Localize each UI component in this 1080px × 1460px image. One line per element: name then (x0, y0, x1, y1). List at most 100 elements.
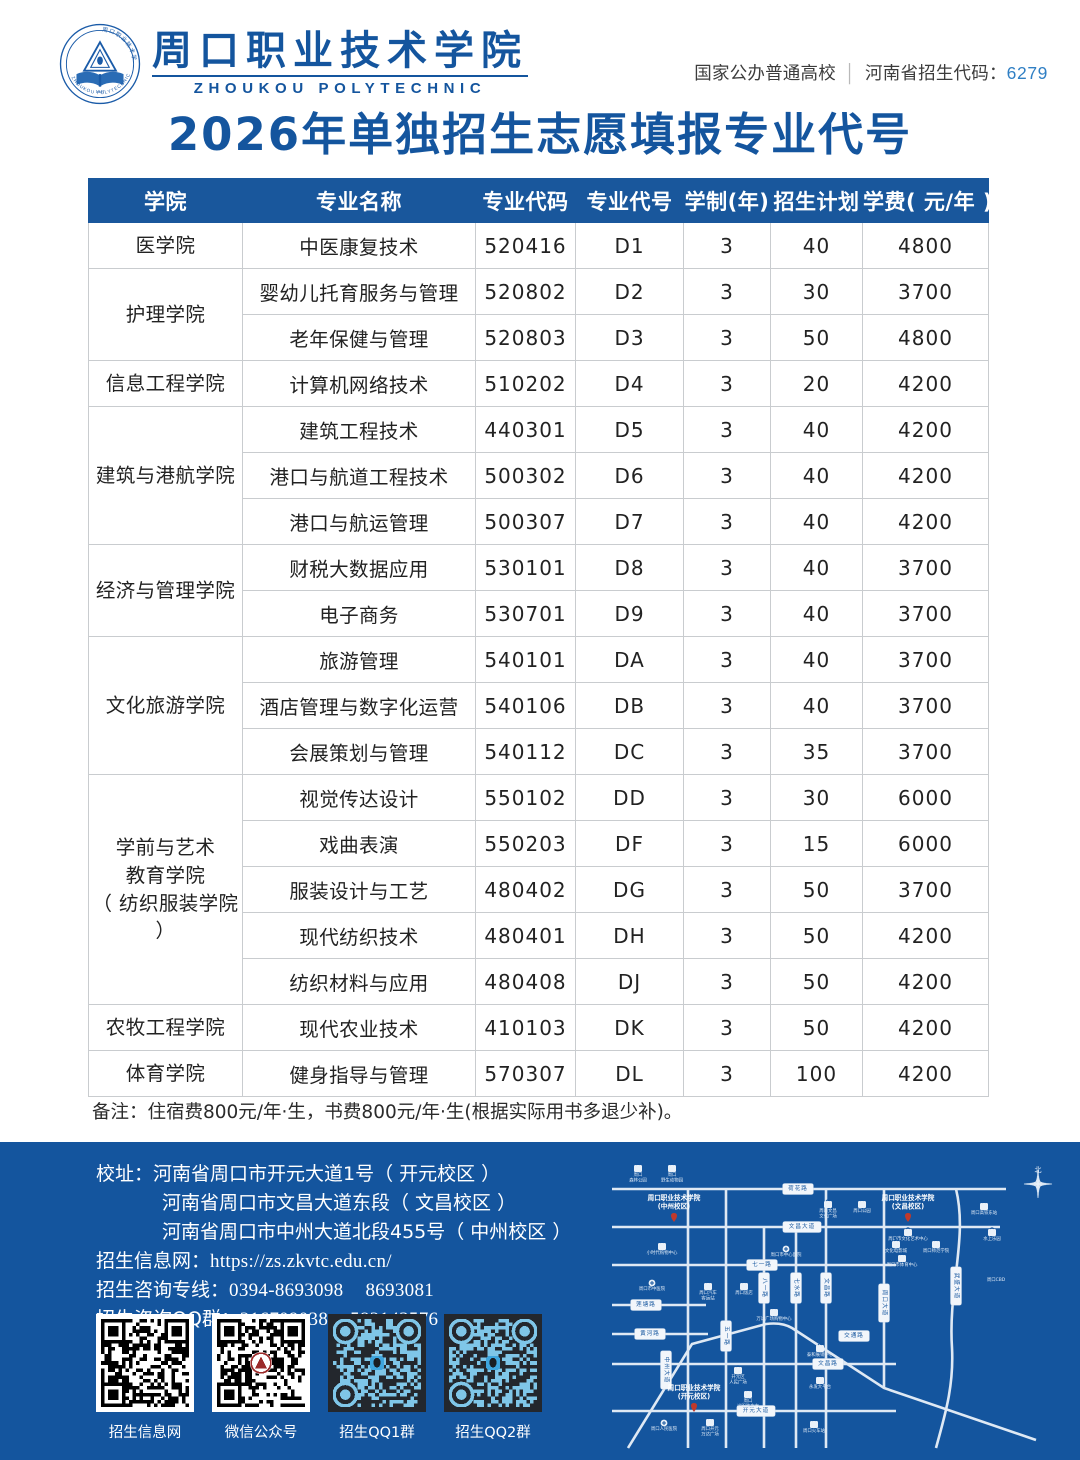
cell-years: 3 (683, 222, 771, 269)
cell-symbol: DF (575, 820, 684, 867)
cell-plan: 30 (770, 268, 863, 315)
cell-symbol: D3 (575, 314, 684, 361)
cell-symbol: DG (575, 866, 684, 913)
table-row: 服装设计与工艺 480402 DG 3 50 3700 (89, 866, 989, 913)
cell-plan: 40 (770, 222, 863, 269)
table-col-header-5: 招生计划 (770, 178, 863, 223)
svg-text:周口市体育中心: 周口市体育中心 (887, 1261, 918, 1268)
table-row: 戏曲表演 550203 DF 3 15 6000 (89, 820, 989, 867)
cell-major: 现代农业技术 (242, 1004, 476, 1051)
qr-code-image[interactable] (96, 1314, 194, 1412)
hotline-line: 招生咨询专线：0394-8693098 8693081 (96, 1276, 571, 1305)
map-campus-marker: 周口职业技术学院(中州校区) (648, 1193, 701, 1222)
qr-code-image[interactable] (328, 1314, 426, 1412)
cell-plan: 35 (770, 728, 863, 775)
svg-text:森林公园: 森林公园 (629, 1176, 647, 1183)
university-seal-icon: 1947 周口职业技术学院 ZHOUKOU POLYTECHNIC (58, 22, 141, 105)
svg-text:周口公园: 周口公园 (853, 1208, 871, 1214)
contact-block: 校址：河南省周口市开元大道1号（ 开元校区 ） 河南省周口市文昌大道东段（ 文昌… (96, 1160, 571, 1334)
svg-text:(中州校区): (中州校区) (658, 1201, 690, 1210)
cell-symbol: D9 (575, 590, 684, 637)
map-poi-culture-icon: 周口市文化艺术中心 (888, 1227, 928, 1242)
cell-plan: 40 (770, 590, 863, 637)
table-row: 医学院 中医康复技术 520416 D1 3 40 4800 (88, 222, 989, 269)
table-col-header-0: 学院 (88, 178, 243, 223)
table-header-row: 学院 专业名称 专业代码 专业代号 学制(年) 招生计划 学费( 元/年 ) (88, 178, 993, 223)
cell-plan: 40 (770, 636, 863, 683)
cell-code: 500302 (475, 452, 576, 499)
table-row: 农牧工程学院 现代农业技术 410103 DK 3 50 4200 (88, 1004, 989, 1051)
cell-years: 3 (683, 958, 771, 1005)
svg-text:客运站: 客运站 (701, 1294, 715, 1301)
map-poi-mall-icon: 小时代购物中心 (647, 1241, 678, 1256)
cell-years: 3 (683, 1050, 771, 1097)
svg-text:小时代购物中心: 小时代购物中心 (647, 1249, 678, 1256)
qr-code-image[interactable] (212, 1314, 310, 1412)
hotline-value-2: 8693081 (365, 1280, 435, 1301)
cell-fee: 4200 (862, 912, 989, 959)
cell-fee: 4200 (862, 498, 989, 545)
qr-code-image[interactable] (444, 1314, 542, 1412)
map-poi-mall-icon: 泰和展销中心 (807, 1343, 834, 1358)
website-line: 招生信息网：https://zs.zkvtc.edu.cn/ (96, 1247, 571, 1276)
cell-major: 酒店管理与数字化运营 (242, 682, 476, 729)
cell-fee: 3700 (862, 728, 989, 775)
cell-fee: 4200 (862, 1050, 989, 1097)
svg-text:文化广场: 文化广场 (819, 1212, 837, 1219)
cell-plan: 30 (770, 774, 863, 821)
svg-text:周口市中医院: 周口市中医院 (639, 1285, 666, 1292)
cell-code: 520416 (475, 222, 576, 269)
qr-code-item: 招生QQ2群 (444, 1314, 542, 1442)
page-header: 1947 周口职业技术学院 ZHOUKOU POLYTECHNIC 周口职业技术… (0, 0, 1080, 112)
svg-text:黄河路: 黄河路 (640, 1329, 660, 1337)
cell-fee: 4800 (862, 222, 989, 269)
qr-code-item: 招生信息网 (96, 1314, 194, 1442)
brand-logo-block: 1947 周口职业技术学院 ZHOUKOU POLYTECHNIC 周口职业技术… (58, 22, 528, 106)
map-poi-hospital-icon: 周口市中医院 (639, 1279, 666, 1292)
svg-text:文昌大道: 文昌大道 (789, 1222, 815, 1230)
svg-text:万达广场购物中心: 万达广场购物中心 (756, 1315, 792, 1322)
enroll-code-value: 6279 (1006, 63, 1048, 83)
cell-years: 3 (683, 452, 771, 499)
map-campus-marker: 周口职业技术学院(文昌校区) (882, 1193, 935, 1222)
cell-code: 480408 (475, 958, 576, 1005)
website-value[interactable]: https://zs.zkvtc.edu.cn/ (210, 1251, 392, 1272)
hotline-label: 招生咨询专线： (96, 1279, 230, 1301)
page-title: 2026年单独招生志愿填报专业代号 (167, 108, 913, 161)
cell-years: 3 (683, 544, 771, 591)
cell-years: 3 (683, 360, 771, 407)
table-col-header-2: 专业代码 (475, 178, 576, 223)
qr-code-item: 微信公众号 (212, 1314, 310, 1442)
cell-school: 信息工程学院 (88, 360, 243, 407)
table-row: 文化旅游学院 旅游管理 540101 DA 3 40 3700 (88, 636, 989, 775)
public-college-badge: 国家公办普通高校 (694, 63, 836, 83)
table-row: 电子商务 530701 D9 3 40 3700 (89, 590, 989, 637)
cell-plan: 40 (770, 406, 863, 453)
svg-text:荷花路: 荷花路 (788, 1184, 808, 1192)
cell-fee: 3700 (862, 636, 989, 683)
svg-text:周口: 周口 (744, 1398, 753, 1404)
table-row: 护理学院 婴幼儿托育服务与管理 520802 D2 3 30 3700 (88, 268, 989, 361)
cell-major: 现代纺织技术 (242, 912, 476, 959)
address-line-2: 河南省周口市文昌大道东段（ 文昌校区 ） (162, 1192, 517, 1214)
enroll-code-label: 河南省招生代码： (865, 63, 1007, 83)
map-road-label: 周口大道 (878, 1283, 890, 1323)
cell-years: 3 (683, 268, 771, 315)
map-road-label: 文昌大道 (782, 1221, 822, 1233)
table-col-header-1: 专业名称 (242, 178, 476, 223)
seal-year: 1947 (95, 89, 105, 94)
cell-school: 护理学院 (88, 268, 243, 361)
map-road-label: 文昌路 (820, 1272, 832, 1304)
cell-symbol: D2 (575, 268, 684, 315)
svg-text:人民广场: 人民广场 (729, 1378, 747, 1385)
qr-code-label: 招生信息网 (108, 1425, 182, 1441)
svg-text:周口: 周口 (668, 1172, 677, 1178)
cell-school: 医学院 (88, 222, 243, 269)
cell-plan: 40 (770, 498, 863, 545)
map-road-label: 中州大道 (660, 1350, 672, 1390)
